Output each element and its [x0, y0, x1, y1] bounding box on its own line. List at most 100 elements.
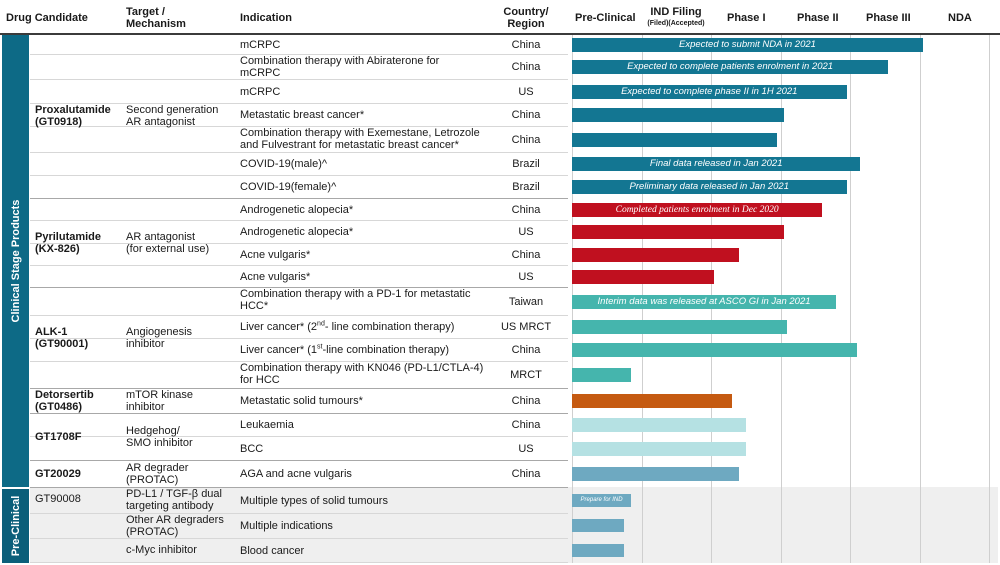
indication-text: Liver cancer* (2	[240, 321, 318, 333]
target-line1: Angiogenesis	[126, 325, 193, 338]
group-divider	[30, 388, 568, 389]
indication-line1: BCC	[240, 443, 264, 455]
indication-line1: Multiple indications	[240, 520, 333, 532]
indication-cell: Liver cancer* (1st-line combination ther…	[240, 343, 449, 356]
indication-line2: and Fulvestrant for metastatic breast ca…	[240, 139, 459, 151]
target-line2: (for external use)	[126, 242, 210, 255]
indication-cell: Combination therapy with Exemestane, Let…	[240, 127, 480, 151]
table-row	[30, 153, 568, 176]
header-target-line1: Target /	[126, 6, 165, 18]
sidebar-preclinical: Pre-Clinical	[2, 489, 29, 563]
drug-name: GT90008	[35, 493, 81, 505]
drug-name: Proxalutamide	[35, 104, 111, 116]
header-country-line1: Country/	[503, 6, 549, 18]
bar-annotation: Expected to submit NDA in 2021	[679, 39, 816, 50]
pipeline-bar	[572, 418, 746, 432]
table-row	[30, 316, 568, 339]
sidebar-preclinical-label: Pre-Clinical	[9, 495, 22, 557]
pipeline-bar	[572, 180, 847, 194]
indication-line1: Leukaemia	[240, 419, 294, 431]
indication-line1: Liver cancer* (1st-line combination ther…	[240, 343, 449, 356]
header-divider	[0, 33, 1000, 35]
target-line1: Hedgehog/	[126, 424, 180, 437]
header-country-line2: Region	[507, 18, 545, 30]
drug-candidate-cell: Pyrilutamide (KX-826)	[35, 231, 101, 255]
drug-candidate-cell: GT90008	[35, 493, 81, 505]
table-row	[30, 221, 568, 244]
indication-cell: Combination therapy with KN046 (PD-L1/CT…	[240, 362, 483, 386]
table-row	[30, 244, 568, 266]
indication-line2: mCRPC	[240, 67, 281, 79]
country-cell: US	[518, 226, 534, 238]
indication-line1: mCRPC	[240, 39, 281, 51]
indication-line1: AGA and acne vulgaris	[240, 468, 352, 480]
indication-cell: Metastatic solid tumours*	[240, 395, 363, 407]
group-divider	[30, 460, 568, 461]
country-cell: China	[511, 39, 541, 51]
target-mechanism-cell: AR antagonist (for external use)	[126, 231, 209, 255]
header-indication: Indication	[240, 12, 292, 24]
bar-annotation: Final data released in Jan 2021	[649, 158, 783, 169]
pipeline-bar	[572, 442, 746, 456]
target-line1: Other AR degraders	[126, 513, 224, 526]
header-target-line2: Mechanism	[126, 18, 186, 30]
country-cell: China	[511, 395, 541, 407]
preclinical-section-background	[30, 487, 998, 563]
drug-name: GT20029	[35, 467, 81, 480]
indication-cell: Multiple types of solid tumours	[240, 495, 388, 507]
indication-cell: Androgenetic alopecia*	[240, 226, 353, 238]
pipeline-bar	[572, 544, 625, 557]
table-row	[30, 55, 568, 80]
country-cell: US	[518, 86, 534, 98]
indication-cell: Liver cancer* (2nd- line combination the…	[240, 320, 455, 333]
country-cell: MRCT	[510, 369, 542, 381]
country-cell: Brazil	[512, 158, 540, 170]
header-ind-line1: IND Filing	[650, 6, 702, 18]
table-row	[30, 514, 568, 539]
pipeline-bar	[572, 394, 732, 408]
indication-line1: Blood cancer	[240, 545, 305, 557]
pipeline-bar	[572, 60, 889, 74]
indication-cell: Acne vulgaris*	[240, 249, 310, 261]
target-mechanism-cell: Angiogenesis inhibitor	[126, 326, 192, 350]
indication-superscript: nd	[317, 320, 325, 328]
header-phase3: Phase III	[866, 12, 911, 24]
country-cell: China	[511, 249, 541, 261]
indication-line1: Acne vulgaris*	[240, 249, 311, 261]
country-cell: China	[511, 204, 541, 216]
pipeline-bar	[572, 343, 857, 357]
stage-separator	[919, 35, 921, 563]
drug-code: (GT0918)	[35, 116, 83, 128]
target-line2: targeting antibody	[126, 500, 214, 512]
country-cell: US MRCT	[500, 321, 552, 333]
indication-superscript: st	[317, 343, 323, 351]
indication-cell: BCC	[240, 443, 263, 455]
bar-annotation: Prepare for IND	[580, 497, 623, 503]
table-row	[30, 199, 568, 221]
indication-cell: Leukaemia	[240, 419, 294, 431]
pipeline-bar	[572, 494, 632, 507]
drug-candidate-cell: GT20029	[35, 468, 81, 480]
bar-annotation: Completed patients enrolment in Dec 2020	[615, 205, 779, 215]
table-row	[30, 539, 568, 563]
target-line2: (PROTAC)	[126, 525, 179, 538]
target-line1: mTOR kinase	[126, 388, 194, 401]
target-line2: AR antagonist	[126, 116, 196, 128]
table-header: Drug Candidate Target / Mechanism Indica…	[0, 0, 1000, 33]
indication-cell: Metastatic breast cancer*	[240, 109, 364, 121]
indication-text-rest: - line combination therapy)	[324, 321, 455, 333]
pipeline-bar	[572, 519, 625, 532]
bar-annotation: Expected to complete patients enrolment …	[627, 61, 834, 72]
table-row	[30, 288, 568, 316]
indication-cell: mCRPC	[240, 39, 280, 51]
sidebar-clinical-stage: Clinical Stage Products	[2, 35, 29, 487]
target-line1: PD-L1 / TGF-β dual	[126, 488, 222, 500]
country-cell: Taiwan	[508, 296, 544, 308]
country-cell: China	[511, 419, 541, 431]
target-mechanism-cell: mTOR kinase inhibitor	[126, 389, 193, 413]
drug-candidate-cell: Proxalutamide (GT0918)	[35, 104, 111, 128]
drug-code: (KX-826)	[35, 242, 80, 255]
group-divider	[30, 487, 568, 488]
country-cell: Brazil	[512, 181, 540, 193]
bar-annotation: Interim data was released at ASCO GI in …	[597, 296, 811, 307]
